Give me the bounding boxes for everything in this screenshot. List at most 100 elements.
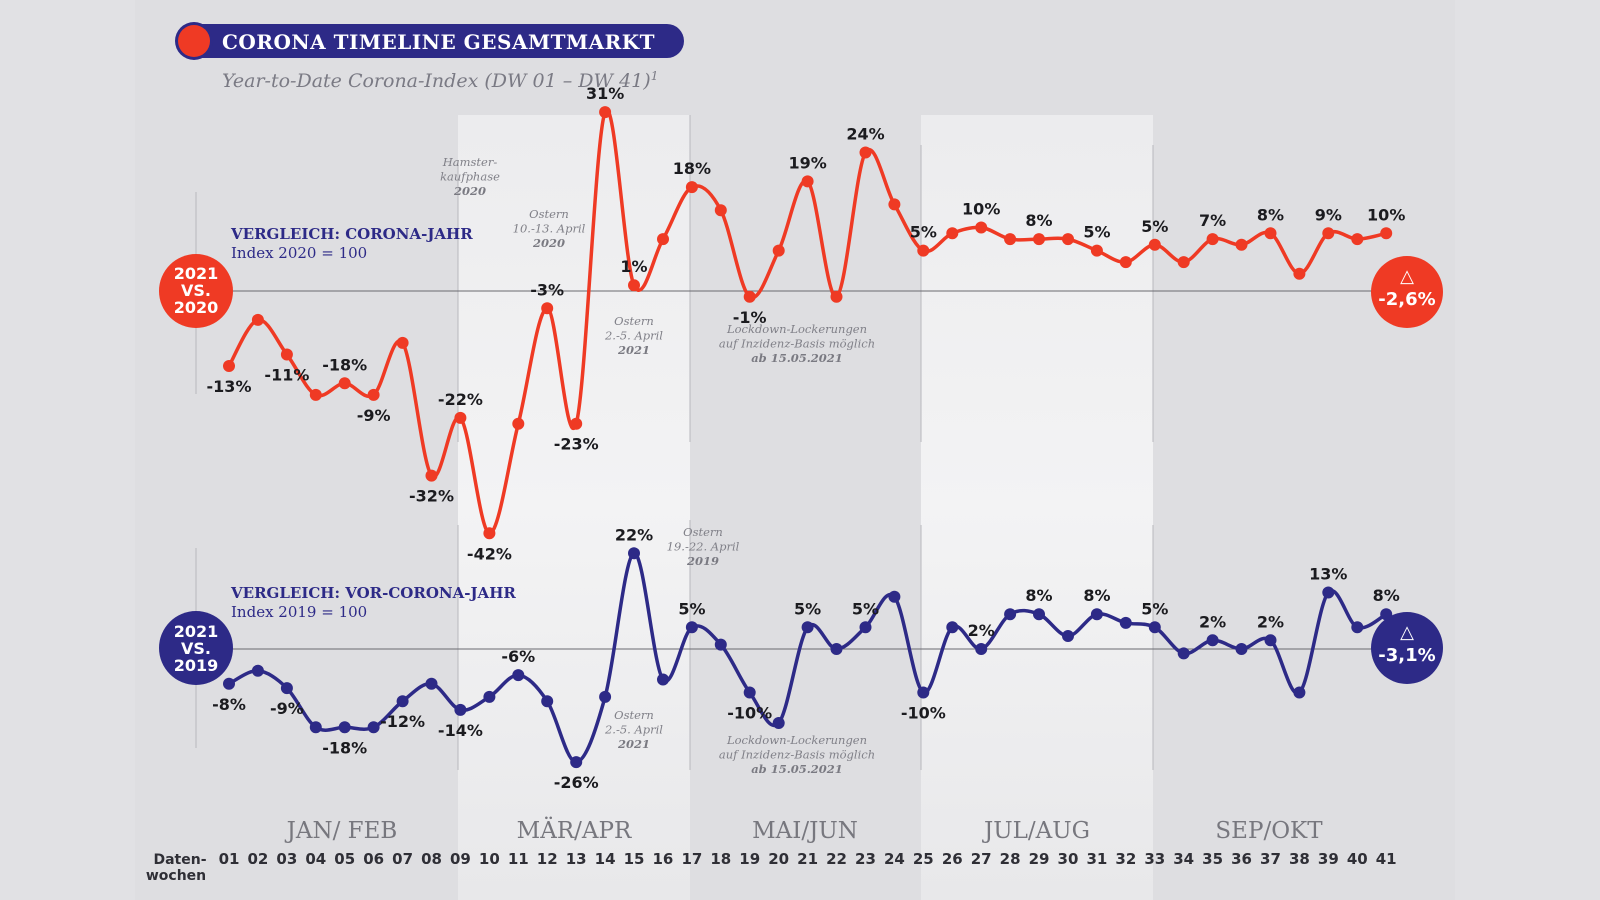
data-point-week-11	[512, 417, 525, 430]
data-label-week-7: -12%	[380, 712, 425, 731]
badge-line-3: 2019	[174, 656, 219, 675]
data-label-week-14: 31%	[586, 84, 624, 103]
badge-circle-2020	[159, 254, 233, 328]
data-point-week-17	[685, 181, 698, 194]
data-label-week-21: 19%	[788, 153, 826, 172]
week-tick-18: 18	[710, 850, 731, 868]
data-point-week-34	[1177, 647, 1190, 660]
annotation-line: Ostern	[614, 708, 654, 722]
delta-icon: △	[1400, 266, 1414, 287]
week-tick-34: 34	[1173, 850, 1194, 868]
badge-circle-2019	[159, 611, 233, 685]
week-tick-03: 03	[276, 850, 297, 868]
week-tick-25: 25	[913, 850, 934, 868]
week-tick-23: 23	[855, 850, 876, 868]
data-point-week-1	[223, 677, 235, 690]
data-label-week-25: 5%	[910, 223, 937, 242]
data-point-week-5	[338, 721, 351, 734]
data-label-week-23: 5%	[852, 599, 879, 618]
data-point-week-31	[1090, 244, 1103, 257]
title-pill-bg	[176, 24, 684, 58]
badge-line-2: VS.	[181, 281, 211, 300]
week-tick-37: 37	[1260, 850, 1281, 868]
data-point-week-13	[570, 417, 583, 430]
annotation-line: auf Inzidenz-Basis möglich	[719, 748, 875, 762]
data-label-week-6: -9%	[357, 406, 391, 425]
data-point-week-24	[888, 590, 901, 603]
week-tick-09: 09	[450, 850, 471, 868]
data-label-week-25: -10%	[901, 704, 946, 723]
badge-2021-vs-2020: 2021 VS. 2020	[159, 254, 233, 328]
month-label-mai-jun: MAI/JUN	[752, 818, 858, 844]
data-label-week-33: 5%	[1141, 599, 1168, 618]
data-label-week-3: -9%	[270, 699, 304, 718]
data-label-week-21: 5%	[794, 599, 821, 618]
annotation-line: Lockdown-Lockerungen	[726, 733, 867, 747]
week-tick-24: 24	[884, 850, 905, 868]
annotation-line: auf Inzidenz-Basis möglich	[719, 337, 875, 351]
data-point-week-9	[454, 411, 467, 424]
data-label-week-13: -23%	[554, 435, 599, 454]
data-label-week-1: -13%	[207, 377, 252, 396]
annotation-line: Ostern	[683, 525, 723, 539]
data-point-week-5	[338, 377, 351, 390]
month-label-jul-aug: JUL/AUG	[982, 818, 1090, 844]
week-tick-06: 06	[363, 850, 384, 868]
series-2021-vs-2019: -8% -9% -18% -12% -14% -6% -26% 22% 5% -10% 5% 5% -1…	[212, 525, 1400, 792]
data-point-week-26	[946, 621, 959, 634]
data-point-week-10	[483, 527, 496, 540]
week-tick-15: 15	[624, 850, 645, 868]
data-point-week-30	[1062, 233, 1074, 246]
data-point-week-32	[1119, 256, 1132, 269]
data-point-week-19	[743, 290, 756, 303]
data-label-week-41: 8%	[1373, 586, 1400, 605]
week-tick-19: 19	[739, 850, 760, 868]
data-label-week-19: -1%	[733, 308, 767, 327]
data-point-week-9	[454, 703, 467, 716]
data-point-week-18	[714, 638, 727, 651]
month-band-mar-apr	[458, 115, 690, 900]
badge-2021-vs-2019: 2021 VS. 2019	[159, 611, 233, 685]
data-point-week-20	[772, 717, 785, 729]
annotation-line: 10.-13. April	[513, 222, 586, 236]
axis-label-line-2: wochen	[146, 868, 206, 884]
data-point-week-20	[772, 244, 785, 257]
data-label-week-5: -18%	[322, 355, 367, 374]
data-point-week-25	[917, 244, 930, 257]
title-pill: CORONA TIMELINE GESAMTMARKT	[175, 22, 684, 60]
data-point-week-4	[309, 721, 322, 734]
data-label-week-29: 8%	[1025, 586, 1052, 605]
data-point-week-14	[599, 106, 612, 119]
delta-value-2019: -3,1%	[1378, 645, 1435, 666]
week-tick-22: 22	[826, 850, 847, 868]
week-tick-07: 07	[392, 850, 413, 868]
data-label-week-5: -18%	[322, 738, 367, 757]
month-label-mar-apr: MÄR/APR	[517, 817, 632, 844]
week-tick-32: 32	[1115, 850, 1136, 868]
badge-line-3: 2020	[174, 298, 219, 317]
data-point-week-10	[483, 690, 496, 703]
data-label-week-39: 13%	[1309, 565, 1347, 584]
data-point-week-27	[975, 643, 988, 655]
comparison-title-2019: VERGLEICH: VOR-CORONA-JAHR	[230, 584, 516, 602]
week-tick-38: 38	[1289, 850, 1310, 868]
data-label-week-19: -10%	[727, 704, 772, 723]
annotation-year: 2021	[617, 737, 650, 751]
comparison-title-2020: VERGLEICH: CORONA-JAHR	[230, 225, 473, 243]
annotation-line: 2.-5. April	[604, 329, 663, 343]
data-point-week-7	[396, 336, 409, 349]
annotation-year: 2020	[453, 184, 486, 198]
data-point-week-33	[1148, 621, 1161, 634]
data-label-week-9: -22%	[438, 390, 483, 409]
week-tick-21: 21	[797, 850, 818, 868]
week-tick-11: 11	[508, 850, 529, 868]
data-point-week-29	[1033, 608, 1045, 621]
data-point-week-38	[1293, 267, 1306, 280]
data-point-week-19	[743, 686, 756, 699]
annotation-line: 2.-5. April	[604, 723, 663, 737]
data-point-week-6	[367, 388, 380, 401]
data-point-week-17	[685, 621, 698, 634]
week-tick-33: 33	[1144, 850, 1165, 868]
